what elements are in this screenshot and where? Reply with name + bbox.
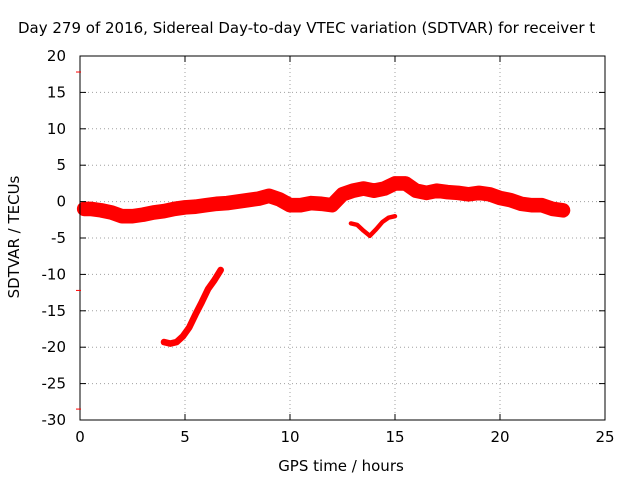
data-point [540,203,544,207]
x-tick-label: 5 [180,428,190,446]
data-point [246,198,250,202]
data-point [341,192,344,196]
data-point [425,191,428,195]
data-point [204,203,208,207]
data-point [212,278,216,282]
data-point [200,300,204,304]
data-point [309,201,313,205]
data-point [194,205,197,209]
data-point [488,192,491,196]
data-point [467,192,470,196]
y-tick-label: -30 [42,411,67,429]
data-point [456,191,460,195]
data-point [152,211,155,214]
data-point [215,202,218,206]
y-tick-label: -10 [42,265,67,283]
data-point [141,213,145,217]
data-point [120,214,124,218]
data-point [187,326,191,329]
data-point [393,181,397,185]
data-point [330,203,334,207]
data-point [362,229,365,233]
data-point [320,202,323,206]
y-tick-label: -20 [42,338,67,356]
data-point [110,211,113,214]
y-tick-label: 5 [56,156,66,174]
x-tick-label: 0 [75,428,85,446]
y-tick-label: 15 [47,83,66,101]
data-point [99,208,103,212]
data-point [162,209,166,213]
x-tick-label: 25 [595,428,614,446]
data-point [206,287,210,291]
data-point [435,189,439,193]
y-tick-label: 20 [47,47,66,65]
series-descending-arc [160,266,224,347]
data-point [267,194,271,198]
data-point [225,201,229,205]
data-point [404,181,407,185]
data-point [383,187,386,190]
data-point [349,221,353,225]
data-point [374,227,378,231]
data-point [387,216,391,220]
x-tick-label: 15 [385,428,404,446]
data-point [181,334,185,338]
y-tick-label: -5 [51,229,66,247]
data-point [530,203,533,207]
data-point [183,205,187,209]
x-tick-label: 20 [490,428,509,446]
data-point [257,197,260,201]
data-point [372,189,376,193]
data-point [288,203,292,207]
data-point [89,207,92,211]
data-point [498,196,502,200]
axis-ticks: 0 5 10 15 20 25 -30 -25 -20 -15 -10 -5 0 5 10 15 20 [42,47,615,446]
data-point [219,268,223,272]
data-point [299,203,302,207]
data-point [278,197,281,201]
y-tick-label: 0 [56,193,66,211]
chart-title: Day 279 of 2016, Sidereal Day-to-day VTE… [18,19,595,37]
data-point [519,202,523,206]
data-point [477,191,481,195]
data-point [162,340,166,344]
y-tick-label: 10 [47,120,66,138]
data-point [561,208,565,212]
data-point [362,187,365,190]
data-point [414,189,418,193]
data-point [175,340,179,344]
data-point [173,207,176,211]
x-tick-label: 10 [280,428,299,446]
series-group [76,176,571,347]
x-axis-title: GPS time / hours [278,457,404,475]
data-point [393,214,397,218]
data-point [551,207,554,211]
data-point [82,207,86,211]
data-point [509,198,512,202]
grid [80,56,605,420]
data-point [351,189,355,193]
data-point [380,220,384,224]
data-point [355,223,359,227]
data-point [368,234,372,238]
data-point [446,190,449,194]
data-point [131,214,134,218]
y-tick-label: -25 [42,375,67,393]
y-tick-label: -15 [42,302,67,320]
data-point [236,200,239,204]
y-axis-title: SDTVAR / TECUs [5,175,23,298]
data-point [168,342,172,346]
data-point [194,312,197,316]
